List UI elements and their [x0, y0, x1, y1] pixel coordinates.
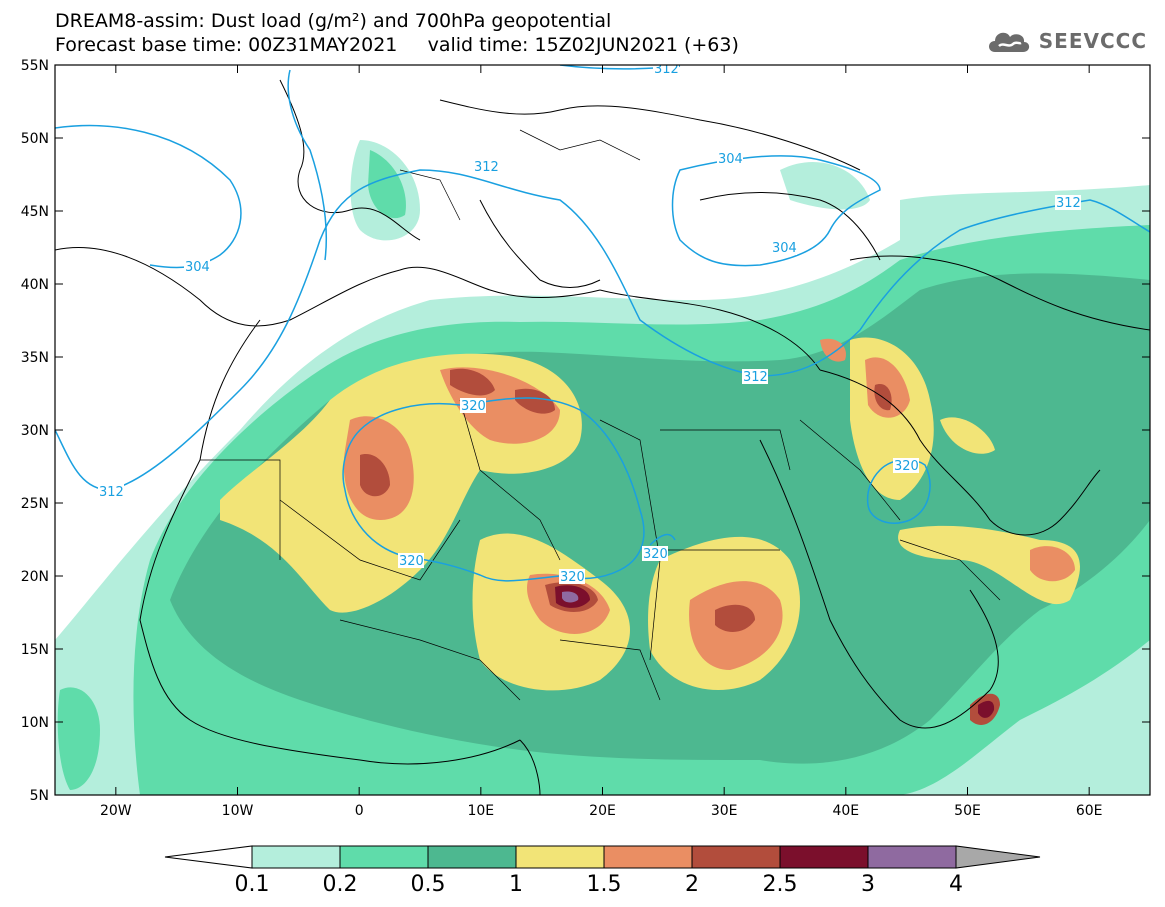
colorbar: 0.1 0.2 0.5 1 1.5 2 2.5 3 4 [164, 845, 1041, 897]
svg-text:312: 312 [1056, 196, 1081, 211]
svg-text:320: 320 [894, 459, 919, 474]
lat-tick-label: 45N [21, 204, 49, 220]
svg-text:312: 312 [99, 485, 124, 500]
borders [200, 129, 1001, 701]
lat-tick-label: 10N [21, 715, 49, 731]
dust-field: 304 312 312 304 304 312 312 320 320 320 … [55, 62, 1150, 795]
svg-text:304: 304 [772, 241, 797, 256]
lat-tick-label: 55N [21, 58, 49, 74]
svg-text:320: 320 [560, 570, 585, 585]
lon-tick-label: 30E [711, 803, 738, 819]
colorbar-label: 1 [509, 872, 523, 897]
lon-tick-label: 10W [222, 803, 254, 819]
cloud-icon [988, 32, 1029, 52]
colorbar-swatch [427, 845, 517, 869]
colorbar-swatch [779, 845, 869, 869]
svg-text:304: 304 [718, 152, 743, 167]
lon-tick-label: 50E [954, 803, 981, 819]
colorbar-swatch [515, 845, 605, 869]
lat-tick-label: 40N [21, 277, 49, 293]
colorbar-label: 0.1 [235, 872, 270, 897]
lon-tick-label: 20E [589, 803, 616, 819]
lat-tick-label: 5N [30, 788, 49, 804]
colorbar-label: 2 [685, 872, 699, 897]
colorbar-swatch [691, 845, 781, 869]
contour-labels: 304 312 312 304 304 312 312 320 320 320 … [98, 62, 1081, 585]
svg-text:312: 312 [743, 370, 768, 385]
lon-tick-label: 40E [832, 803, 859, 819]
lon-tick-label: 20W [100, 803, 132, 819]
lat-tick-label: 50N [21, 131, 49, 147]
svg-text:312: 312 [474, 160, 499, 175]
geopotential-contours [55, 65, 1150, 582]
lon-axis: 20W 10W 0 10E 20E 30E 40E 50E 60E [100, 65, 1103, 819]
colorbar-label: 0.5 [411, 872, 446, 897]
map-title: DREAM8-assim: Dust load (g/m²) and 700hP… [55, 10, 612, 32]
lon-tick-label: 0 [355, 803, 364, 819]
lat-tick-label: 35N [21, 350, 49, 366]
svg-text:320: 320 [643, 547, 668, 562]
coastlines [55, 79, 1150, 795]
lat-tick-label: 20N [21, 569, 49, 585]
dust-contour-3 [562, 591, 579, 603]
svg-text:320: 320 [399, 554, 424, 569]
colorbar-under-triangle [164, 845, 253, 869]
colorbar-swatch [867, 845, 957, 869]
colorbar-swatch [603, 845, 693, 869]
lat-tick-label: 25N [21, 496, 49, 512]
colorbar-label: 1.5 [587, 872, 622, 897]
colorbar-label: 3 [861, 872, 875, 897]
colorbar-label: 0.2 [323, 872, 358, 897]
lon-tick-label: 10E [467, 803, 494, 819]
colorbar-label: 2.5 [763, 872, 798, 897]
lon-tick-label: 60E [1076, 803, 1103, 819]
logo-text: SEEVCCC [1038, 29, 1147, 53]
colorbar-over-triangle [955, 845, 1041, 869]
svg-text:320: 320 [461, 399, 486, 414]
lat-axis: 55N 50N 45N 40N 35N 30N 25N 20N 15N 10N 5N [21, 58, 1150, 804]
colorbar-swatch [251, 845, 341, 869]
lat-tick-label: 30N [21, 423, 49, 439]
svg-text:304: 304 [185, 260, 210, 275]
dust-contour-2 [360, 454, 390, 497]
lat-tick-label: 15N [21, 642, 49, 658]
colorbar-swatch [339, 845, 429, 869]
map-subtitle: Forecast base time: 00Z31MAY2021 valid t… [55, 34, 739, 56]
seevccc-logo: SEEVCCC [985, 24, 1147, 58]
svg-text:312: 312 [654, 62, 679, 77]
colorbar-label: 4 [949, 872, 963, 897]
